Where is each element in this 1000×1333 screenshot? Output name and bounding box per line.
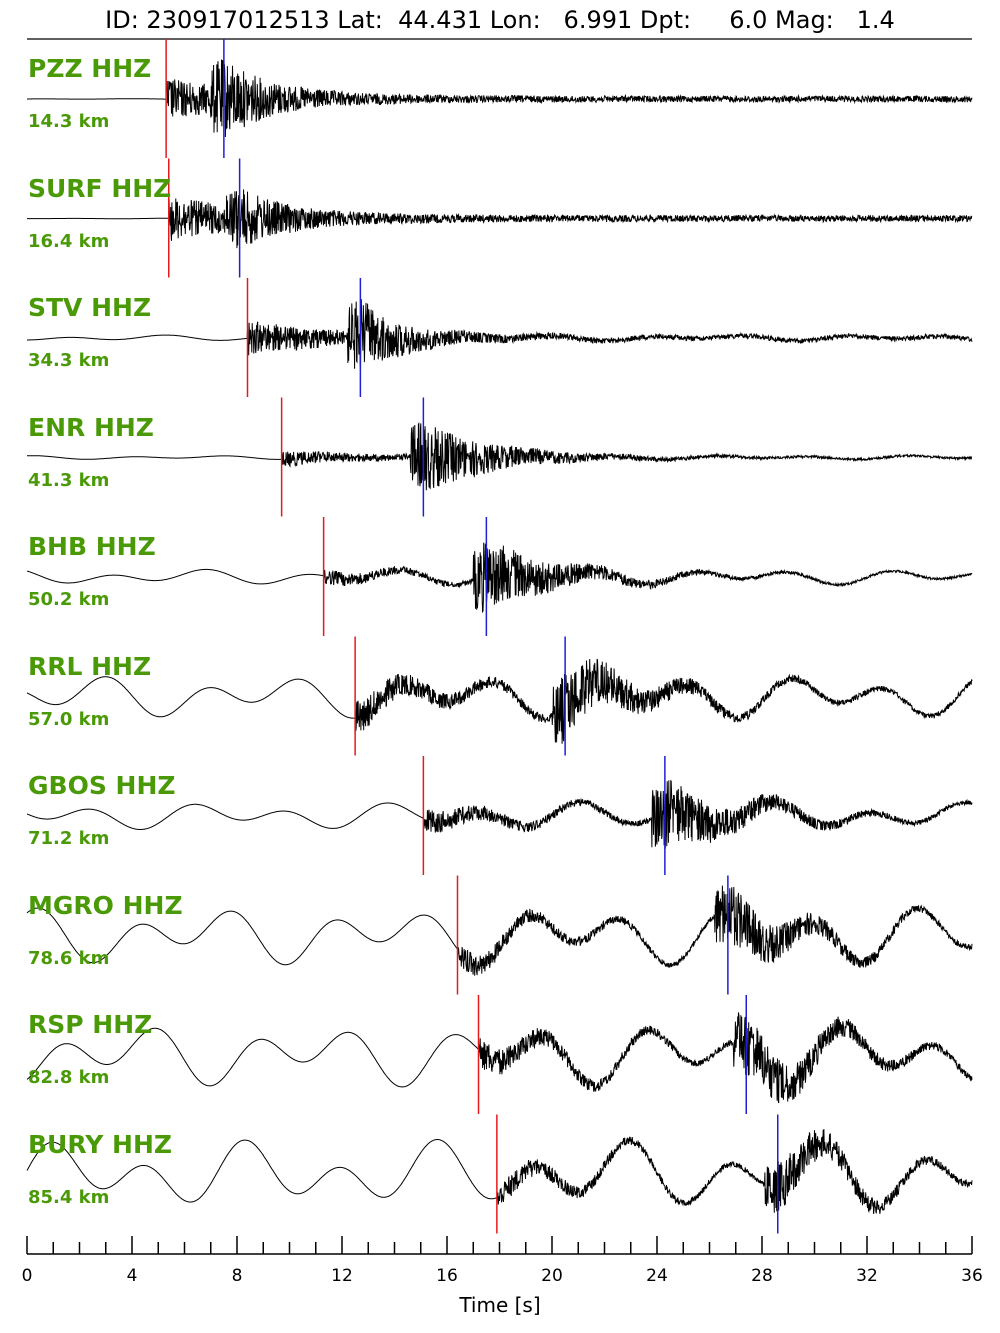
station-distance: 57.0 km [28,708,110,730]
x-tick-label: 12 [331,1266,353,1286]
station-distance: 85.4 km [28,1186,110,1208]
x-tick-label: 4 [126,1266,138,1286]
station-name: RRL HHZ [28,651,152,681]
station-name: ENR HHZ [28,412,154,442]
station-name: STV HHZ [28,293,152,322]
trace-enr [27,421,973,491]
x-tick-label: 20 [541,1266,563,1286]
station-name: SURF HHZ [28,173,172,203]
station-distance: 82.8 km [28,1067,110,1088]
x-tick-label: 16 [436,1266,458,1286]
station-distance: 50.2 km [28,589,110,610]
trace-stv [27,299,973,369]
station-name: MGRO HHZ [28,890,183,920]
x-axis [26,1236,973,1255]
picks-group [165,39,779,1234]
station-name: GBOS HHZ [28,771,176,800]
chart-title: ID: 230917012513 Lat: 44.431 Lon: 6.991 … [105,6,895,34]
x-tick-label: 8 [231,1266,243,1286]
x-tick-label: 36 [961,1266,983,1286]
trace-bhb [26,542,973,614]
station-name: PZZ HHZ [28,54,152,83]
trace-pzz [27,59,973,138]
x-tick-label: 24 [646,1266,668,1286]
x-axis-label: Time [s] [459,1293,541,1317]
station-distance: 34.3 km [28,350,110,371]
trace-rsp [26,1012,973,1104]
trace-surf [27,189,973,249]
station-name: RSP HHZ [28,1010,153,1039]
station-distance: 78.6 km [28,947,110,969]
trace-rrl [26,658,973,744]
x-tick-label: 0 [21,1266,33,1286]
station-distance: 41.3 km [28,469,110,491]
station-distance: 16.4 km [28,230,110,252]
station-distance: 14.3 km [28,111,110,132]
station-name: BURY HHZ [28,1129,173,1159]
traces-group [26,59,973,1214]
station-distance: 71.2 km [28,828,110,849]
trace-gbos [26,779,973,849]
trace-bury [26,1129,973,1214]
trace-mgro [26,885,973,976]
x-tick-label: 32 [856,1266,878,1286]
x-tick-label: 28 [751,1266,773,1286]
station-name: BHB HHZ [28,532,156,561]
